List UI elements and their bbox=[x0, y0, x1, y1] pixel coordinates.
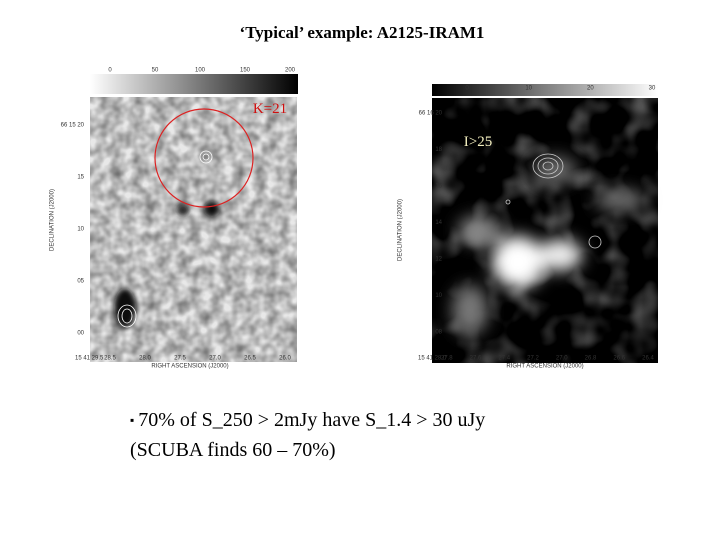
y-tick-label: 10 bbox=[435, 293, 442, 299]
colorbar-tick-label: 0 bbox=[108, 68, 112, 74]
colorbar-tick-label: 20 bbox=[587, 86, 594, 92]
left-image: K=21 bbox=[90, 74, 298, 362]
y-axis-title: DECLINATION (J2000) bbox=[50, 189, 56, 251]
y-tick-label: 18 bbox=[435, 147, 442, 153]
y-tick-label: 05 bbox=[77, 279, 84, 285]
x-tick-label: 27.4 bbox=[498, 356, 510, 362]
x-axis-title: RIGHT ASCENSION (J2000) bbox=[151, 364, 228, 370]
bullet-marker: ▪ bbox=[130, 413, 134, 427]
bullet-line: (SCUBA finds 60 – 70%) bbox=[130, 439, 336, 461]
x-tick-label: 27.0 bbox=[209, 356, 221, 362]
highlight-circle bbox=[154, 108, 254, 208]
bullet-text: 70% of S_250 > 2mJy have S_1.4 > 30 uJy bbox=[138, 409, 485, 431]
y-axis-title: DECLINATION (J2000) bbox=[398, 199, 404, 261]
x-tick-label: 27.8 bbox=[441, 356, 453, 362]
y-tick-label: 00 bbox=[77, 331, 84, 337]
x-tick-label: 27.0 bbox=[556, 356, 568, 362]
panel-label: K=21 bbox=[253, 101, 287, 117]
slide-title: ‘Typical’ example: A2125-IRAM1 bbox=[240, 23, 485, 42]
x-tick-label: 26.5 bbox=[244, 356, 256, 362]
y-tick-label: 66 15 20 bbox=[61, 123, 85, 129]
x-tick-label: 27.5 bbox=[174, 356, 186, 362]
panel-label: I>25 bbox=[464, 134, 492, 150]
x-tick-label: 26.0 bbox=[279, 356, 291, 362]
colorbar bbox=[432, 84, 658, 96]
colorbar bbox=[90, 74, 298, 94]
colorbar-tick-label: 30 bbox=[649, 86, 656, 92]
colorbar-tick-label: 150 bbox=[240, 68, 251, 74]
x-tick-label: 26.8 bbox=[585, 356, 597, 362]
x-tick-label: 27.2 bbox=[527, 356, 539, 362]
x-tick-label: 28.0 bbox=[139, 356, 151, 362]
y-tick-label: 15 bbox=[77, 175, 84, 181]
x-tick-label: 28.5 bbox=[104, 356, 116, 362]
y-tick-label: 08 bbox=[435, 330, 442, 336]
colorbar-tick-label: 50 bbox=[152, 68, 159, 74]
y-tick-label: 12 bbox=[435, 257, 442, 263]
x-tick-label: 27.6 bbox=[470, 356, 482, 362]
x-tick-label: 26.4 bbox=[642, 356, 654, 362]
bullet-line: ▪ 70% of S_250 > 2mJy have S_1.4 > 30 uJy bbox=[130, 409, 485, 431]
x-axis-title: RIGHT ASCENSION (J2000) bbox=[506, 364, 583, 370]
colorbar-tick-label: 10 bbox=[525, 86, 532, 92]
right-image: I>25 bbox=[432, 84, 658, 363]
y-tick-label: 16 bbox=[435, 184, 442, 190]
colorbar-tick-label: 200 bbox=[285, 68, 296, 74]
y-tick-label: 10 bbox=[77, 227, 84, 233]
x-tick-label: 15 41 28.0 bbox=[418, 356, 447, 362]
x-tick-label: 26.6 bbox=[613, 356, 625, 362]
y-tick-label: 66 16 20 bbox=[419, 111, 443, 117]
colorbar-tick-label: 100 bbox=[195, 68, 206, 74]
x-tick-label: 15 41 29.5 bbox=[75, 356, 104, 362]
colorbar-tick-label: 0 bbox=[465, 86, 469, 92]
y-tick-label: 14 bbox=[435, 220, 442, 226]
